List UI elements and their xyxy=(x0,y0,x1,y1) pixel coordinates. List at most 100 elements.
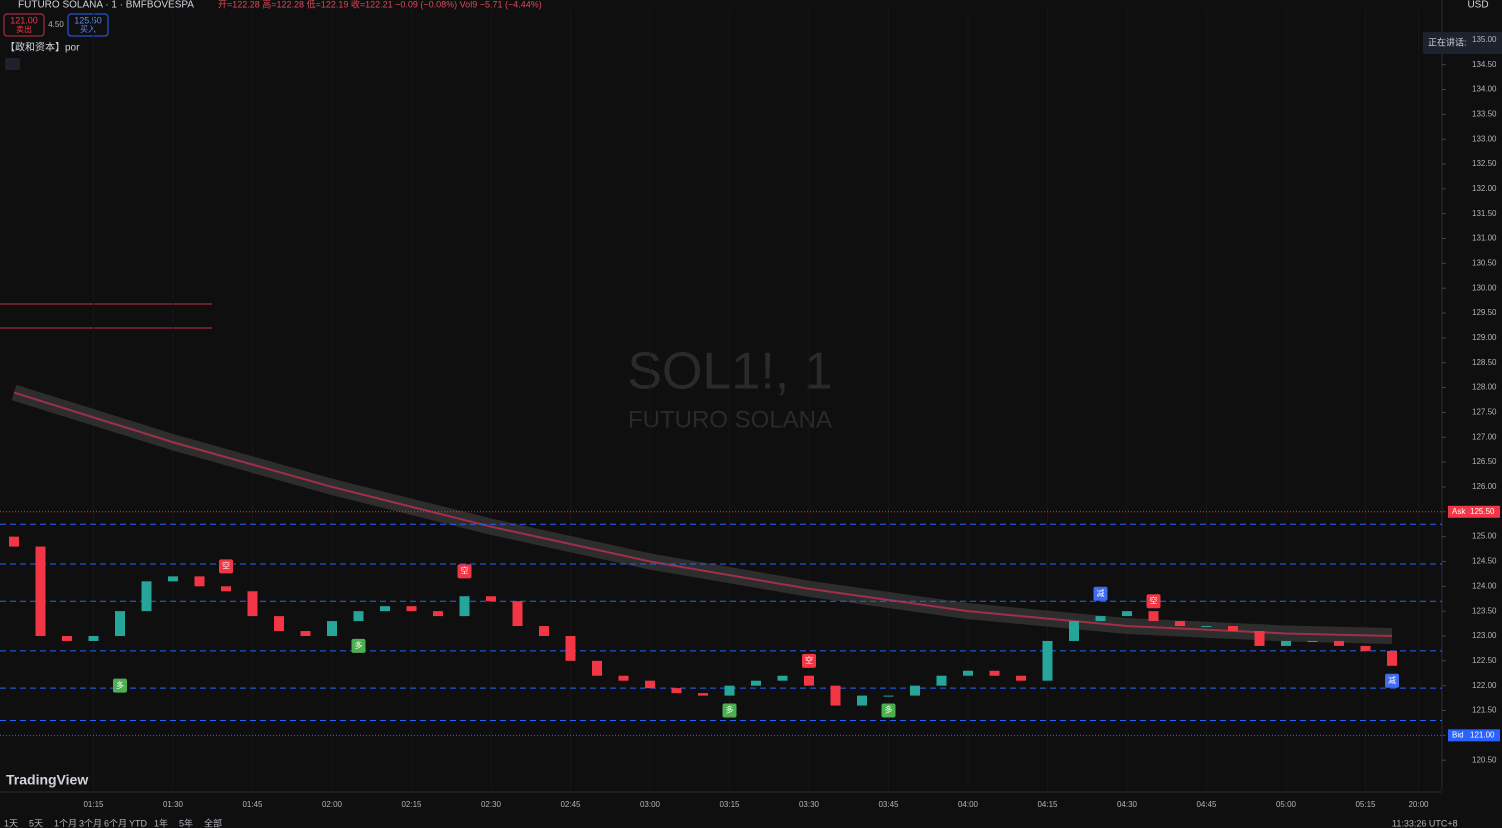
candle-body xyxy=(1254,631,1265,646)
signal-badge xyxy=(457,564,472,579)
candle-body xyxy=(1016,675,1026,681)
bid-label: Bid xyxy=(1452,730,1464,739)
ask-label: Ask xyxy=(1452,507,1466,516)
x-tick-label: 04:45 xyxy=(1196,800,1217,809)
signal-label: 多 xyxy=(726,705,734,715)
candle-body xyxy=(88,635,99,641)
signal-badge xyxy=(802,653,816,668)
signal-badge xyxy=(881,703,896,718)
y-tick-label: 130.50 xyxy=(1472,258,1497,267)
range-button[interactable]: 6个月 xyxy=(104,818,127,828)
x-tick-label: 01:45 xyxy=(242,800,263,809)
buy-price: 125.50 xyxy=(74,15,102,25)
x-tick-label: 03:45 xyxy=(878,800,899,809)
y-tick-label: 125.00 xyxy=(1472,532,1497,541)
range-button[interactable]: 3个月 xyxy=(79,818,102,828)
collapse-button[interactable] xyxy=(5,58,20,70)
buy-label: 买入 xyxy=(80,25,96,34)
ohlc: 开=122.28 高=122.28 低=122.19 收=122.21 −0.0… xyxy=(218,0,542,9)
bid-value: 121.00 xyxy=(1470,730,1495,739)
sell-button[interactable] xyxy=(3,13,45,37)
x-tick-label: 05:15 xyxy=(1355,800,1376,809)
currency[interactable]: USD xyxy=(1467,0,1488,11)
y-tick-label: 135.00 xyxy=(1472,35,1497,44)
candle-body xyxy=(963,670,973,676)
candle-body xyxy=(804,675,814,686)
candle-body xyxy=(645,680,655,689)
candle-body xyxy=(300,631,311,636)
candle-body xyxy=(62,635,72,641)
signal-label: 空 xyxy=(461,566,469,576)
y-tick-label: 130.00 xyxy=(1472,283,1497,292)
x-tick-label: 03:30 xyxy=(799,800,820,809)
signal-badge xyxy=(219,559,233,574)
candle-body xyxy=(1148,611,1159,622)
range-button[interactable]: 1个月 xyxy=(54,818,77,828)
y-tick-label: 121.50 xyxy=(1472,706,1497,715)
x-tick-label: 04:00 xyxy=(958,800,979,809)
candle-body xyxy=(353,611,364,622)
signal-badge xyxy=(351,638,366,653)
clock: 11:33:26 UTC+8 xyxy=(1392,818,1458,828)
x-tick-label: 01:15 xyxy=(83,800,104,809)
x-tick-label: 04:15 xyxy=(1037,800,1058,809)
symbol: FUTURO SOLANA · 1 · BMFBOVESPA xyxy=(18,0,194,11)
y-tick-label: 131.00 xyxy=(1472,234,1497,243)
y-tick-label: 124.50 xyxy=(1472,557,1497,566)
candle-body xyxy=(247,591,258,617)
y-tick-label: 133.50 xyxy=(1472,109,1497,118)
candle-body xyxy=(194,576,205,587)
range-button[interactable]: 全部 xyxy=(204,817,222,828)
spread: 4.50 xyxy=(48,20,64,29)
candle-body xyxy=(698,693,708,696)
ask-tag xyxy=(1448,505,1500,518)
range-button[interactable]: 1天 xyxy=(4,818,18,828)
y-tick-label: 122.50 xyxy=(1472,656,1497,665)
candle-body xyxy=(857,695,867,706)
candle-body xyxy=(1387,650,1397,666)
candle-body xyxy=(221,586,231,592)
candle-body xyxy=(1334,640,1344,646)
candle-body xyxy=(830,685,841,706)
candle-body xyxy=(592,660,602,676)
candle-body xyxy=(989,670,1000,676)
candle-body xyxy=(9,536,19,547)
bid-tag xyxy=(1448,729,1500,742)
notice: 正在讲话: xyxy=(1428,36,1467,47)
y-tick-label: 126.50 xyxy=(1472,457,1497,466)
candle-body xyxy=(406,606,417,612)
signal-badge xyxy=(1146,594,1161,609)
range-button[interactable]: 5年 xyxy=(179,817,193,828)
candle-body xyxy=(1201,626,1212,628)
candle-body xyxy=(910,685,920,696)
y-tick-label: 127.00 xyxy=(1472,432,1497,441)
signal-label: 多 xyxy=(355,640,363,650)
candle-body xyxy=(459,596,470,617)
y-tick-label: 129.50 xyxy=(1472,308,1497,317)
y-tick-label: 132.50 xyxy=(1472,159,1497,168)
range-button[interactable]: 5天 xyxy=(29,818,43,828)
signal-badge xyxy=(113,678,127,693)
y-tick-label: 132.00 xyxy=(1472,184,1497,193)
sell-price: 121.00 xyxy=(10,15,38,25)
signal-badge xyxy=(1093,586,1108,601)
candle-body xyxy=(1307,640,1318,642)
candle-body xyxy=(168,576,178,582)
buy-button[interactable] xyxy=(67,13,109,37)
candle-body xyxy=(1281,640,1291,646)
notice-box xyxy=(1423,32,1502,54)
x-tick-label: 05:00 xyxy=(1276,800,1297,809)
candle-body xyxy=(512,601,523,627)
ask-value: 125.50 xyxy=(1470,507,1495,516)
y-tick-label: 122.00 xyxy=(1472,681,1497,690)
candle-body xyxy=(1042,640,1053,681)
x-tick-label: 02:15 xyxy=(401,800,422,809)
candle-body xyxy=(1122,611,1132,617)
range-button[interactable]: YTD xyxy=(129,818,148,828)
signal-label: 减 xyxy=(1388,675,1396,685)
candle-body xyxy=(327,621,337,636)
x-tick-label: 02:30 xyxy=(481,800,502,809)
y-tick-label: 134.00 xyxy=(1472,85,1497,94)
candle-body xyxy=(1095,616,1106,622)
range-button[interactable]: 1年 xyxy=(154,817,168,828)
